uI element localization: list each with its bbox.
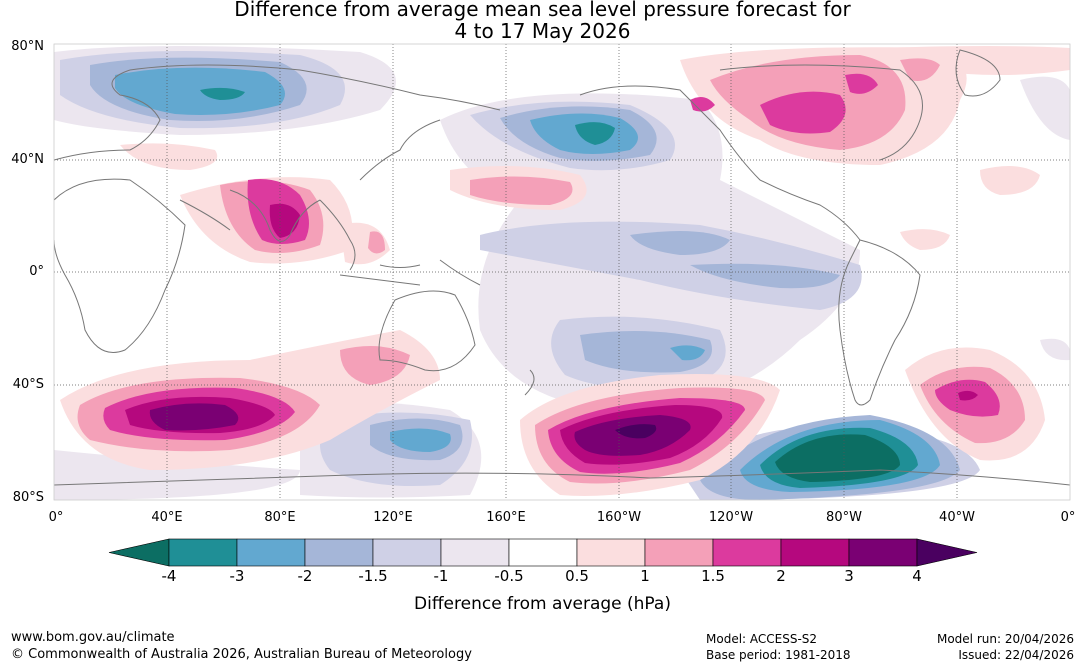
lon-label-40w: 40°W [939,510,975,525]
lat-label-80s: 80°S [12,490,44,505]
anomaly-max-positive [615,424,657,439]
colorbar-tick: -2 [297,567,313,585]
footer-model: Model: ACCESS-S2 [706,632,818,646]
graticule [54,44,1070,500]
colorbar-segment [848,538,918,567]
footer-base-period: Base period: 1981-2018 [706,648,851,662]
lat-label-equator: 0° [29,264,44,279]
map-title-line2: 4 to 17 May 2026 [454,19,631,43]
lat-label-40n: 40°N [11,152,44,167]
colorbar-tick: 3 [844,567,854,585]
colorbar-label: Difference from average (hPa) [414,594,671,614]
lon-label-120w: 120°W [708,510,754,525]
colorbar-segment [712,538,782,567]
lon-label-0-left: 0° [48,510,64,525]
colorbar-tick: 1.5 [701,567,725,585]
colorbar-tick: 4 [912,567,922,585]
colorbar-tick: -1.5 [358,567,388,585]
colorbar-arrow-max [916,538,978,567]
colorbar-tick: 0.5 [565,567,589,585]
lon-label-80w: 80°W [826,510,862,525]
colorbar-arrow-min [108,538,170,567]
colorbar-segment [780,538,850,567]
lon-label-80e: 80°E [264,510,296,525]
lat-label-40s: 40°S [12,377,44,392]
footer-issued: Issued: 22/04/2026 [958,648,1074,662]
lon-label-40e: 40°E [151,510,183,525]
colorbar [108,538,978,567]
colorbar-tick: -4 [161,567,177,585]
colorbar-tick: -0.5 [494,567,524,585]
colorbar-tick: -1 [433,567,449,585]
colorbar-segment [168,538,238,567]
lon-label-120e: 120°E [373,510,413,525]
lon-label-160w: 160°W [596,510,642,525]
map-title-line1: Difference from average mean sea level p… [234,0,851,21]
colorbar-segment [372,538,442,567]
lat-label-80n: 80°N [11,39,44,54]
lon-label-160e: 160°E [486,510,526,525]
colorbar-segment [440,538,510,567]
map-frame [53,43,1071,501]
pressure-anomaly-map [53,43,1071,501]
colorbar-segment [508,538,578,567]
colorbar-segment [236,538,306,567]
colorbar-segment [576,538,646,567]
lon-label-0-right: 0° [1060,510,1076,525]
colorbar-segment [644,538,714,567]
coastlines [54,49,1070,486]
footer-copyright: © Commonwealth of Australia 2026, Austra… [11,647,472,662]
colorbar-segment [304,538,374,567]
footer-url: www.bom.gov.au/climate [11,630,175,645]
footer-model-run: Model run: 20/04/2026 [936,632,1074,646]
colorbar-tick: 2 [776,567,786,585]
colorbar-tick: -3 [229,567,245,585]
colorbar-tick: 1 [640,567,650,585]
